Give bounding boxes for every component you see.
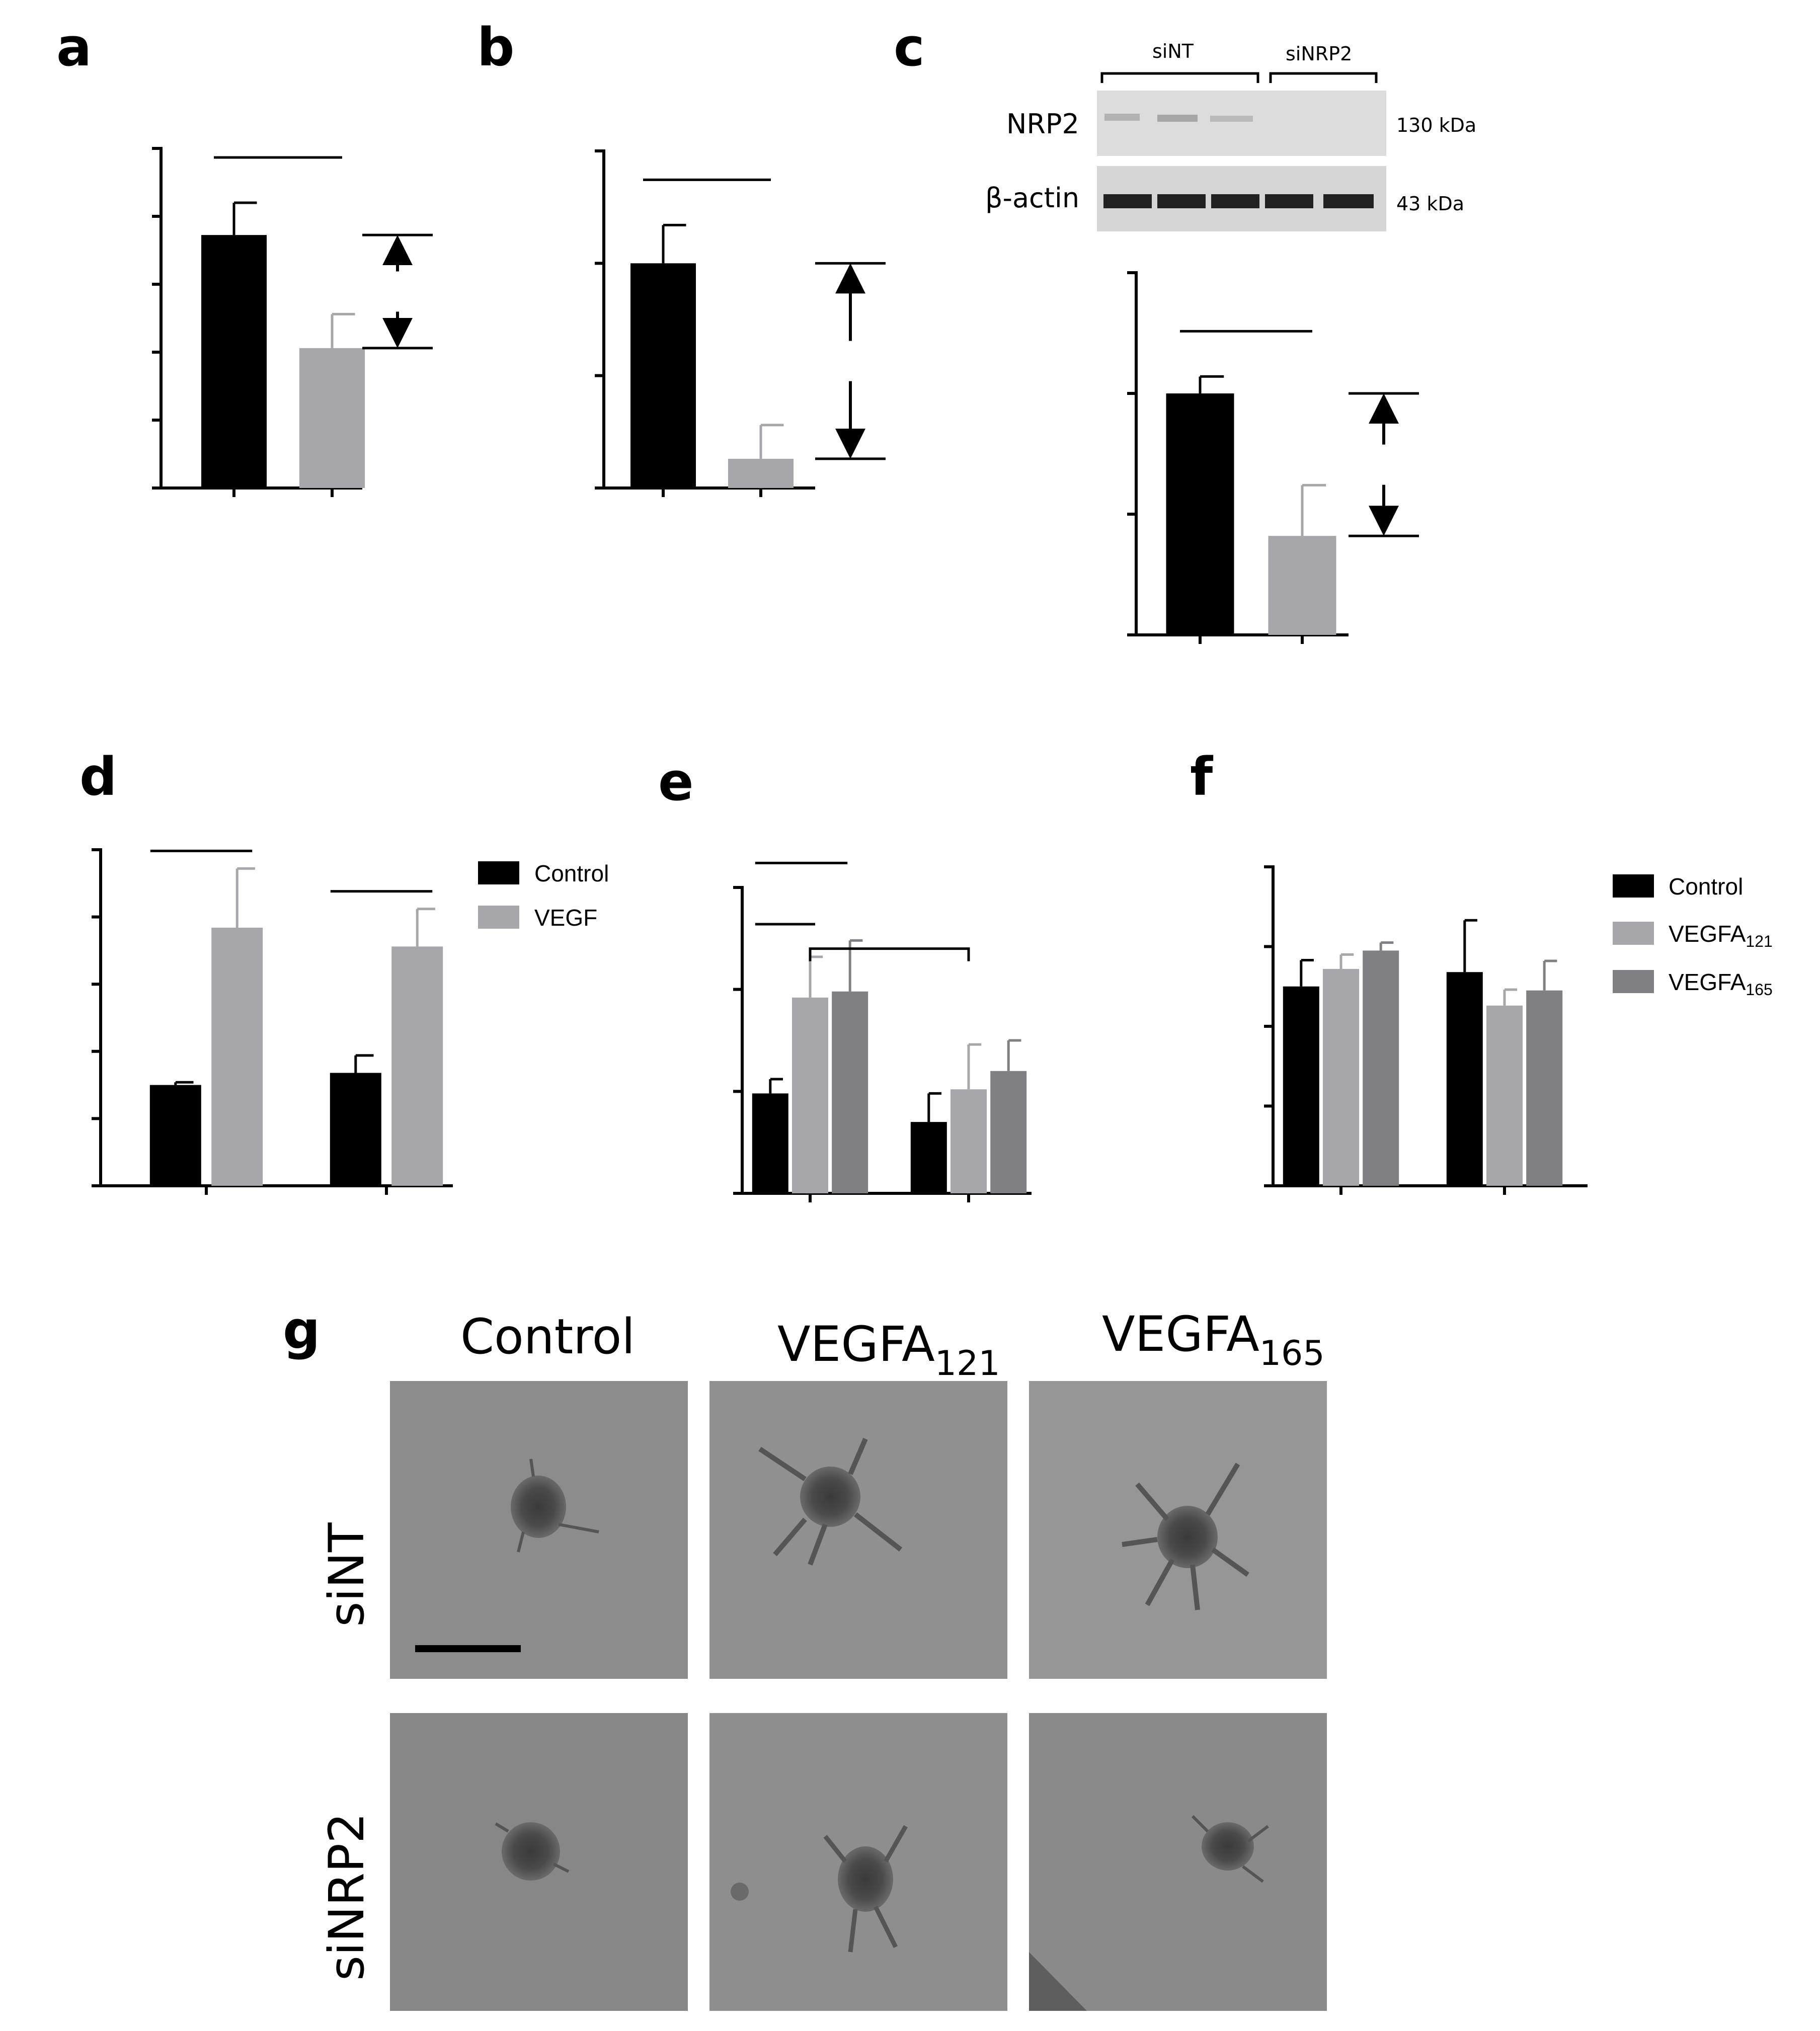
scale-bar [415, 1645, 521, 1652]
wb-row-label-nrp2: NRP2 [1006, 108, 1079, 140]
legend-d-swatch-control [478, 861, 519, 884]
chart-b-annot-bg [821, 343, 880, 372]
legend-d-label-vegf: VEGF [534, 905, 597, 931]
wb-group-label-sint: siNT [1152, 40, 1194, 62]
wb-actin-band-1 [1103, 194, 1152, 208]
spheroid-sinrp2-vegfa121 [731, 1825, 908, 1953]
chart-e-bar-s1-c0 [792, 997, 828, 1193]
legend-ef-swatch-control [1613, 874, 1654, 898]
chart-e-bar-s0-c0 [752, 1093, 788, 1193]
wb-group-label-sinrp2: siNRP2 [1286, 43, 1352, 65]
chart-e [733, 861, 1032, 1202]
chart-a [152, 147, 433, 497]
wb-nrp2-membrane [1097, 91, 1386, 156]
micrograph-row-header-sinrp2: siNRP2 [319, 1813, 375, 1981]
chart-e-sig-line-2 [809, 947, 970, 961]
chart-c-bar-0 [1166, 393, 1234, 635]
chart-c-bar-1 [1268, 536, 1336, 635]
panel-label-d: d [80, 746, 117, 807]
micrograph-grid: Control VEGFA121 VEGFA165 siNT siNRP2 [319, 1306, 1327, 2011]
wb-bracket-sinrp2 [1269, 72, 1378, 83]
chart-a-bar-0 [201, 235, 267, 488]
panel-label-b: b [477, 17, 514, 78]
micrograph-col-header-control: Control [460, 1309, 635, 1365]
chart-e-bar-s0-c1 [910, 1122, 947, 1193]
spheroid-sint-vegfa165 [1122, 1463, 1249, 1610]
legend-ef-label-control: Control [1669, 873, 1743, 900]
wb-size-43: 43 kDa [1396, 193, 1464, 215]
wb-actin-band-5 [1323, 194, 1374, 208]
chart-f-bar-s1-c0 [1323, 968, 1359, 1186]
micrograph-sint-vegfa121 [709, 1381, 1007, 1679]
chart-d [92, 848, 453, 1195]
legend-ef-swatch-vegfa121 [1613, 922, 1654, 945]
micrograph-row-header-sint: siNT [319, 1522, 375, 1627]
chart-f-bar-s1-c1 [1486, 1005, 1523, 1186]
chart-c [1127, 271, 1419, 644]
chart-e-bar-s2-c1 [990, 1071, 1027, 1193]
legend-d: Control VEGF [478, 860, 609, 931]
chart-d-bar-s0-c1 [330, 1073, 381, 1186]
legend-ef-label-vegfa165: VEGFA165 [1669, 969, 1773, 999]
chart-b [595, 149, 886, 497]
chart-e-bar-s2-c0 [832, 991, 868, 1193]
chart-f-bar-s2-c0 [1363, 950, 1399, 1186]
western-blot: siNT siNRP2 NRP2 β-actin 130 kDa 43 kDa [985, 40, 1476, 231]
wb-nrp2-band-1 [1104, 114, 1140, 121]
legend-ef-label-vegfa121: VEGFA121 [1669, 921, 1773, 950]
micrograph-col-header-vegfa165: VEGFA165 [1102, 1306, 1325, 1373]
panel-label-c: c [894, 17, 925, 78]
chart-d-bar-s1-c0 [211, 927, 263, 1186]
wb-actin-band-2 [1157, 194, 1206, 208]
wb-size-130: 130 kDa [1396, 114, 1476, 136]
legend-d-label-control: Control [534, 860, 609, 886]
spheroid-sinrp2-control [495, 1822, 570, 1881]
micrograph-sinrp2-vegfa165 [1029, 1713, 1327, 2011]
spheroid-sinrp2-vegfa165 [1029, 1815, 1269, 2011]
chart-d-bar-s0-c0 [149, 1085, 201, 1186]
wb-actin-band-3 [1211, 194, 1259, 208]
chart-e-bar-s1-c1 [951, 1089, 987, 1193]
wb-nrp2-band-2 [1157, 115, 1198, 122]
chart-f-bar-s0-c1 [1446, 972, 1483, 1186]
chart-f-bar-s0-c0 [1283, 986, 1319, 1186]
wb-row-label-actin: β-actin [985, 182, 1079, 214]
chart-b-bar-0 [630, 263, 696, 488]
chart-a-bar-1 [299, 348, 365, 488]
chart-d-bar-s1-c1 [391, 946, 443, 1186]
legend-d-swatch-vegf [478, 906, 519, 929]
chart-c-annot-bg [1355, 446, 1413, 476]
panel-label-e: e [658, 751, 694, 813]
chart-f-bar-s2-c1 [1526, 990, 1563, 1186]
wb-actin-band-4 [1265, 194, 1313, 208]
legend-ef: Control VEGFA121 VEGFA165 [1613, 873, 1773, 999]
spheroid-sint-vegfa121 [758, 1438, 903, 1566]
spheroid-sint-control [511, 1458, 599, 1553]
legend-ef-swatch-vegfa165 [1613, 970, 1654, 993]
micrograph-col-header-vegfa121: VEGFA121 [777, 1316, 1000, 1384]
chart-a-annot-bg [368, 273, 427, 303]
panel-label-g: g [283, 1299, 320, 1361]
wb-nrp2-band-3 [1210, 116, 1253, 122]
chart-f [1264, 865, 1588, 1195]
panel-label-f: f [1190, 746, 1214, 807]
wb-bracket-sint [1100, 72, 1259, 83]
panel-label-a: a [56, 17, 92, 78]
chart-b-bar-1 [728, 458, 794, 488]
